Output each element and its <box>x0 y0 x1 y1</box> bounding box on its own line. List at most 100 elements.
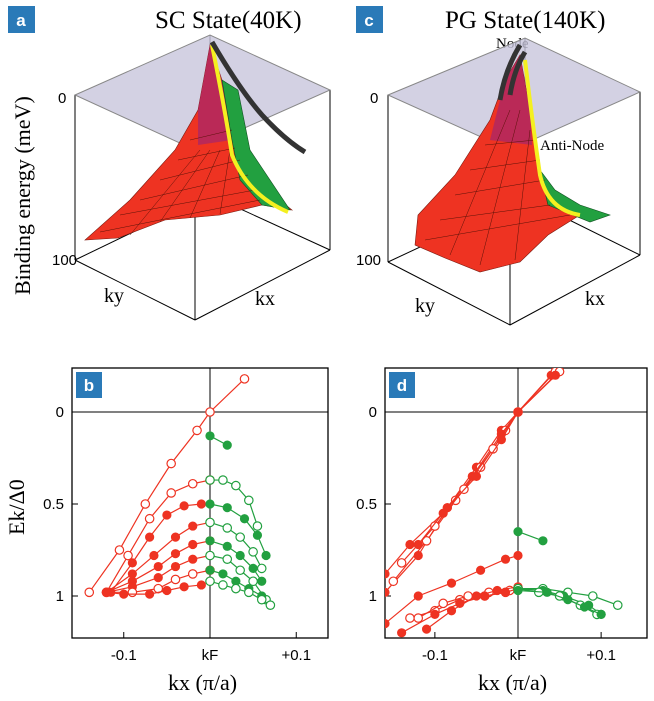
point-b-4-4 <box>188 539 198 550</box>
point-b-8-1 <box>222 440 232 450</box>
point-d-3-3 <box>488 443 498 454</box>
ylabel-a: Binding energy (meV) <box>10 96 35 295</box>
panel-a: a SC State(40K) Binding energy (meV) 0 1… <box>8 6 332 321</box>
fermi-curve-c <box>523 59 581 217</box>
series-group-d <box>385 368 623 638</box>
xlabel-d: kx (π/a) <box>478 670 547 695</box>
point-d-2-0 <box>385 569 390 579</box>
point-b-9-3 <box>244 495 254 506</box>
xtick-label-d-0: -0.1 <box>422 647 448 664</box>
tick-a-100: 100 <box>52 252 77 269</box>
point-d-4-1 <box>442 503 452 513</box>
point-b-10-3 <box>252 530 263 540</box>
tick-c-0: 0 <box>370 90 378 107</box>
point-b-7-2 <box>145 589 155 599</box>
point-d-8-0 <box>397 628 407 638</box>
point-b-11-1 <box>222 523 233 533</box>
plot-area-b: 0 0.5 1 -0.1 kF +0.1 <box>43 368 328 664</box>
series-group-b <box>84 374 276 610</box>
point-d-7-1 <box>438 598 448 609</box>
black-curve-c <box>497 43 528 101</box>
plot-area-d: 0 0.5 1 -0.1 kF +0.1 <box>356 368 647 664</box>
point-b-0-4 <box>192 425 202 436</box>
panel-c: c PG State(140K) Node Anti-Node 0 100 ky… <box>356 6 642 326</box>
point-b-2-2 <box>145 532 155 542</box>
point-b-5-3 <box>170 561 181 572</box>
point-b-0-6 <box>239 374 250 384</box>
badge-d-bg <box>389 372 415 398</box>
ytick-label-d-1: 0.5 <box>356 496 377 513</box>
badge-c-bg <box>356 6 383 33</box>
point-b-4-2 <box>153 561 163 572</box>
point-b-3-2 <box>149 550 159 561</box>
tick-c-100: 100 <box>356 252 381 269</box>
point-b-11-3 <box>248 547 258 557</box>
point-b-4-3 <box>170 549 181 559</box>
point-b-12-0 <box>205 536 215 546</box>
point-b-14-1 <box>218 569 228 579</box>
point-b-15-5 <box>265 600 276 610</box>
point-b-7-0 <box>101 587 112 597</box>
point-b-9-0 <box>205 475 215 485</box>
point-b-5-4 <box>188 554 198 564</box>
point-b-15-2 <box>231 583 241 594</box>
point-b-9-1 <box>218 475 228 485</box>
point-d-14-1 <box>542 587 552 597</box>
point-b-15-1 <box>218 580 228 590</box>
point-b-3-3 <box>170 532 181 542</box>
point-b-0-0 <box>84 587 95 598</box>
ytick-label-b-0: 0 <box>56 404 64 421</box>
surface-upper-c <box>490 55 532 145</box>
point-b-13-0 <box>205 550 215 561</box>
point-d-5-0 <box>385 619 390 629</box>
point-b-7-1 <box>119 589 129 599</box>
point-b-1-1 <box>123 550 133 561</box>
plot-frame-b <box>71 367 329 639</box>
point-b-15-3 <box>244 587 254 598</box>
point-b-0-2 <box>140 499 151 509</box>
point-d-8-1 <box>430 609 440 620</box>
point-b-13-3 <box>248 576 258 587</box>
xtick-label-d-2: +0.1 <box>586 647 616 664</box>
point-d-3-0 <box>396 558 407 568</box>
point-b-7-4 <box>179 582 189 592</box>
point-d-7-0 <box>413 613 424 623</box>
surface-green-c <box>539 169 611 223</box>
point-d-14-4 <box>596 609 606 620</box>
point-b-9-2 <box>231 480 241 491</box>
point-b-0-1 <box>114 545 125 555</box>
point-b-10-1 <box>222 503 232 513</box>
point-b-1-3 <box>166 488 176 498</box>
xtick-label-d-1: kF <box>510 647 527 664</box>
point-d-4-5 <box>550 370 561 380</box>
point-b-5-2 <box>153 572 163 583</box>
badge-c: c <box>364 11 373 30</box>
panel-d: d 0 0.5 1 -0.1 kF +0.1 <box>356 367 648 664</box>
ytick-label-d-2: 1 <box>369 588 377 605</box>
point-b-15-4 <box>256 594 267 605</box>
point-d-9-2 <box>471 591 482 601</box>
mesh-c <box>424 109 571 266</box>
point-b-6-3 <box>170 574 181 585</box>
ky-label-c: ky <box>415 295 435 317</box>
antinode-label: Anti-Node <box>540 138 604 154</box>
mesh-a <box>99 129 261 236</box>
point-d-5-4 <box>500 554 511 564</box>
point-b-10-4 <box>261 550 271 561</box>
point-d-9-1 <box>446 606 457 616</box>
point-d-4-0 <box>413 539 423 550</box>
point-d-11-3 <box>588 591 598 601</box>
point-d-5-5 <box>513 550 523 561</box>
point-b-11-0 <box>205 517 215 528</box>
point-b-14-0 <box>205 565 215 575</box>
point-d-5-1 <box>413 591 423 601</box>
badge-b-bg <box>76 372 102 398</box>
point-d-8-4 <box>500 587 511 597</box>
panel-b: b 0 0.5 1 -0.1 kF +0.1 <box>43 367 329 664</box>
ky-label-a: ky <box>104 285 124 307</box>
xtick-label-b-2: +0.1 <box>281 647 311 664</box>
point-b-2-1 <box>127 558 137 568</box>
ylabel-b: Ek/Δ0 <box>4 479 29 535</box>
badge-a: a <box>16 11 26 30</box>
